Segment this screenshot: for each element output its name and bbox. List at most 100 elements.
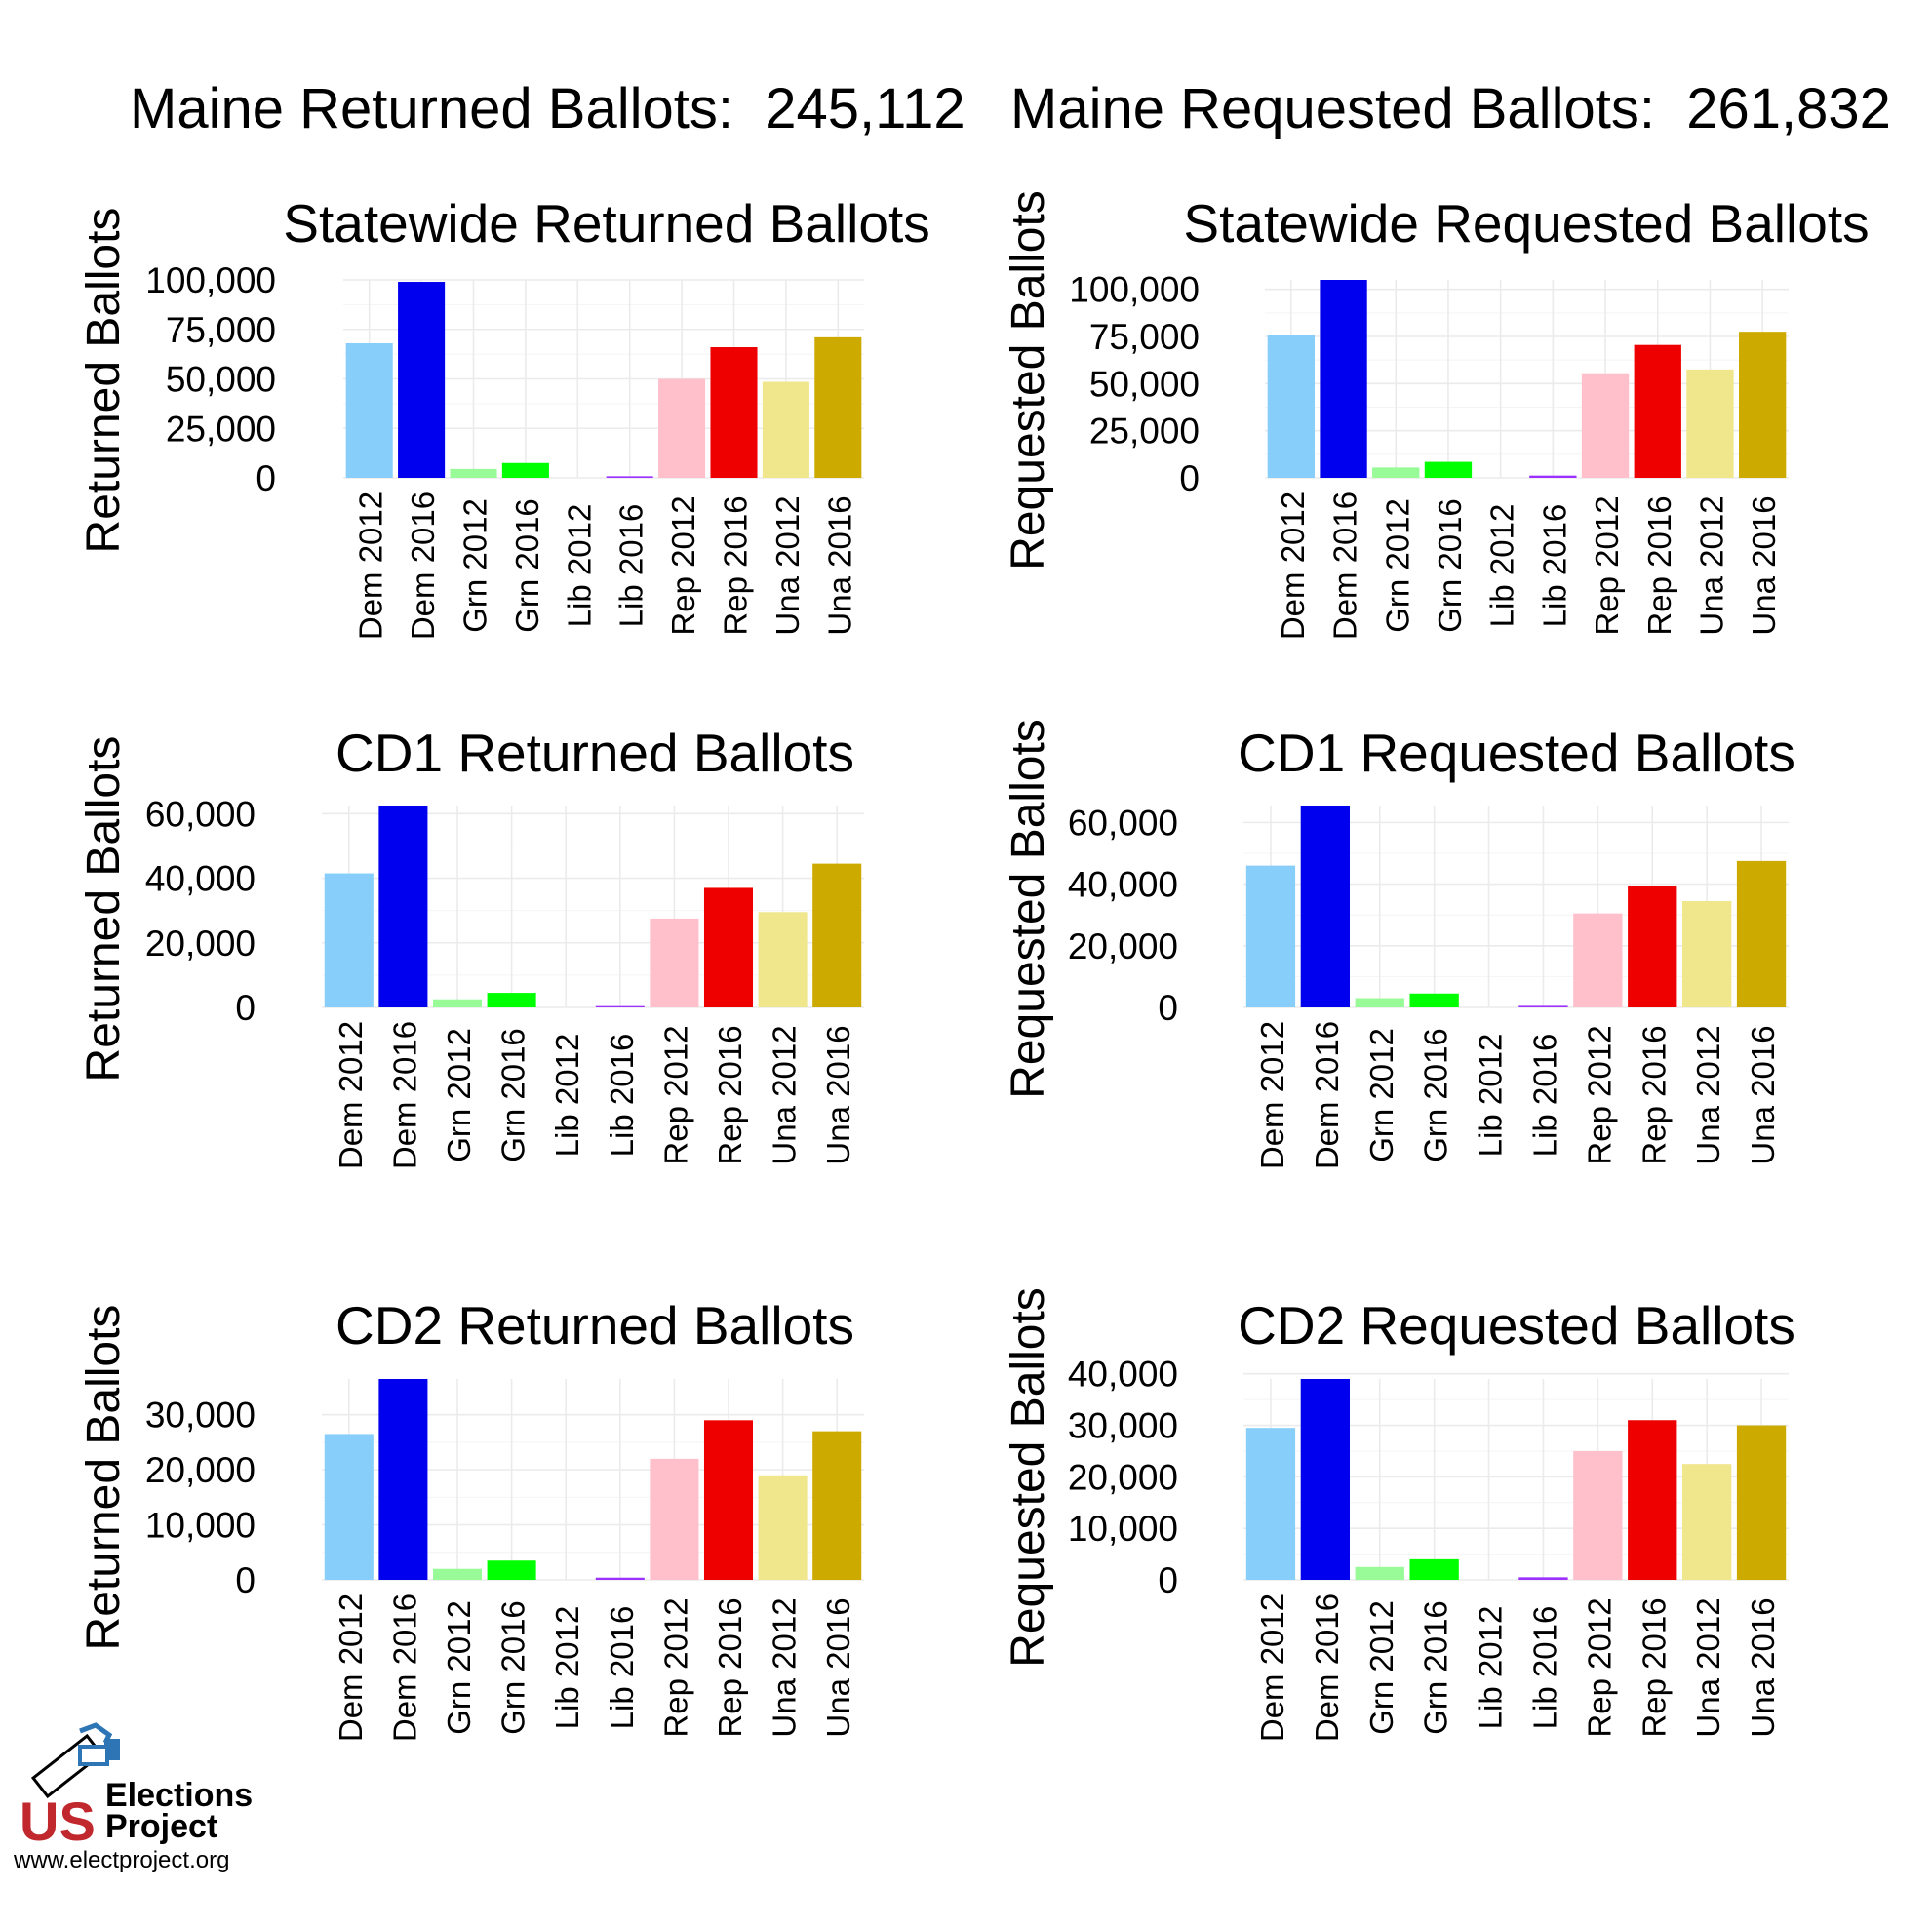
bar: [1355, 1566, 1404, 1580]
bar: [703, 1420, 754, 1580]
x-tick-label: Rep 2012: [657, 1025, 693, 1164]
x-tick-label: Una 2012: [1690, 1025, 1726, 1164]
x-tick-label: Rep 2012: [665, 495, 701, 635]
x-tick-label: Grn 2012: [441, 1028, 477, 1162]
chart-title: CD2 Returned Ballots: [335, 1295, 854, 1356]
bar: [1628, 886, 1677, 1007]
bar: [1529, 475, 1577, 478]
y-axis-label: Requested Ballots: [1003, 1287, 1054, 1668]
x-tick-label: Lib 2016: [604, 1034, 640, 1158]
bar: [1736, 860, 1787, 1007]
bar: [378, 1379, 428, 1580]
logo-project-text: Project: [105, 1808, 217, 1845]
y-tick-label: 0: [1179, 458, 1200, 498]
x-tick-label: Una 2012: [767, 1025, 803, 1164]
bar: [812, 1431, 862, 1580]
chart-title: CD1 Returned Ballots: [335, 723, 854, 783]
logo-elections-text: Elections: [105, 1777, 253, 1814]
x-tick-label: Dem 2016: [1309, 1594, 1345, 1742]
y-tick-label: 75,000: [166, 310, 276, 350]
y-tick-label: 25,000: [166, 409, 276, 449]
x-tick-label: Lib 2016: [604, 1606, 640, 1730]
bar: [1518, 1577, 1568, 1580]
x-tick-label: Dem 2016: [386, 1021, 422, 1169]
x-tick-label: Lib 2012: [1473, 1034, 1509, 1158]
x-tick-label: Dem 2012: [1254, 1594, 1290, 1742]
x-tick-label: Grn 2016: [1418, 1028, 1454, 1162]
bar: [1518, 1005, 1568, 1007]
y-axis-label: Returned Ballots: [78, 736, 130, 1083]
bar: [1628, 1420, 1677, 1580]
x-tick-label: Grn 2016: [495, 1600, 532, 1735]
x-tick-label: Grn 2012: [1363, 1600, 1400, 1735]
x-tick-label: Dem 2012: [1254, 1021, 1290, 1169]
x-tick-label: Dem 2012: [1275, 492, 1311, 640]
y-tick-label: 10,000: [1068, 1509, 1178, 1549]
bar: [1738, 332, 1787, 478]
chart-title: Statewide Returned Ballots: [283, 193, 929, 254]
x-tick-label: Rep 2016: [718, 495, 754, 635]
bar: [450, 468, 497, 478]
bar: [1686, 369, 1734, 478]
y-tick-label: 60,000: [1068, 803, 1178, 843]
bar: [398, 282, 446, 478]
y-tick-label: 10,000: [145, 1506, 256, 1546]
bar: [432, 999, 483, 1007]
y-tick-label: 20,000: [145, 924, 256, 964]
us-elections-project-logo: US Elections Project www.electproject.or…: [13, 1722, 253, 1873]
x-tick-label: Una 2012: [767, 1597, 803, 1737]
x-tick-label: Una 2016: [821, 495, 857, 635]
x-tick-label: Lib 2016: [613, 504, 650, 628]
bar: [487, 993, 536, 1007]
y-tick-label: 100,000: [1069, 270, 1200, 310]
y-tick-label: 0: [235, 988, 256, 1028]
x-tick-label: Lib 2012: [1484, 504, 1520, 628]
y-axis-label: Returned Ballots: [78, 208, 130, 554]
bar: [814, 336, 862, 478]
y-tick-label: 100,000: [145, 260, 276, 300]
y-tick-label: 40,000: [145, 859, 256, 899]
x-tick-label: Rep 2012: [1589, 495, 1625, 635]
y-tick-label: 0: [235, 1560, 256, 1600]
x-tick-label: Dem 2012: [333, 1594, 369, 1742]
bar: [1681, 1464, 1732, 1580]
y-tick-label: 20,000: [1068, 926, 1178, 966]
bar: [1267, 335, 1316, 478]
bar: [658, 378, 706, 478]
bar: [378, 806, 428, 1007]
bar: [762, 381, 809, 478]
bar: [758, 912, 808, 1007]
x-tick-label: Rep 2012: [1581, 1597, 1617, 1737]
bar: [1736, 1425, 1787, 1580]
bar: [703, 887, 754, 1007]
x-tick-label: Una 2012: [1690, 1597, 1726, 1737]
x-tick-label: Dem 2016: [405, 492, 441, 640]
bar: [1245, 865, 1296, 1007]
chart-panel: 0 20,000 40,000 60,000 Dem 2012 Dem 2016 Grn 2…: [1003, 719, 1795, 1169]
x-tick-label: Dem 2012: [333, 1021, 369, 1169]
chart-panel: 0 20,000 40,000 60,000 Dem 2012 Dem 2016 Grn 2…: [78, 723, 864, 1169]
y-tick-label: 50,000: [166, 360, 276, 400]
bar: [1573, 913, 1623, 1007]
x-tick-label: Grn 2012: [1379, 498, 1415, 633]
chart-panel: 0 25,000 50,000 75,000 100,000 Dem 2012 Dem 20…: [1003, 190, 1870, 640]
x-tick-label: Una 2016: [820, 1597, 856, 1737]
bar: [1581, 373, 1630, 478]
bar: [1424, 461, 1473, 478]
x-tick-label: Rep 2016: [1641, 495, 1677, 635]
y-tick-label: 25,000: [1089, 412, 1200, 452]
bar: [758, 1475, 808, 1580]
bar: [324, 873, 374, 1007]
x-tick-label: Lib 2012: [1473, 1606, 1509, 1730]
x-tick-label: Lib 2012: [549, 1606, 585, 1730]
chart-title: CD2 Requested Ballots: [1238, 1295, 1795, 1356]
y-tick-label: 40,000: [1068, 1355, 1178, 1395]
bar: [1409, 993, 1459, 1007]
bar: [650, 918, 699, 1007]
logo-us-text: US: [20, 1791, 96, 1852]
x-tick-label: Una 2012: [769, 495, 806, 635]
bar: [595, 1005, 645, 1007]
bar: [650, 1458, 699, 1580]
bar: [501, 462, 549, 478]
requested-total-value: 261,832: [1686, 77, 1891, 140]
